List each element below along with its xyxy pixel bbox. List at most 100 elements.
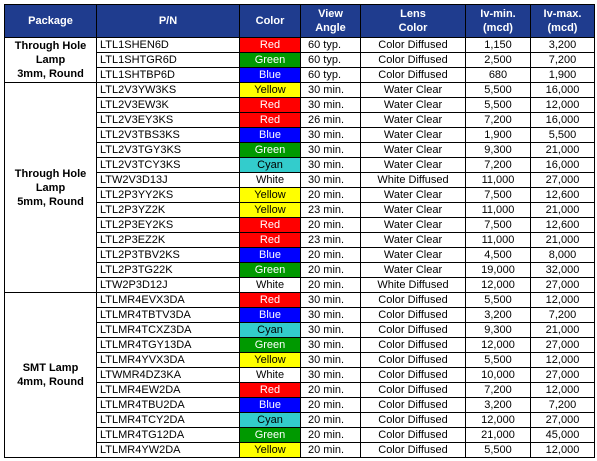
color-cell: Green <box>239 337 301 353</box>
iv-min: 9,300 <box>465 322 531 338</box>
color-cell: Cyan <box>239 322 301 338</box>
iv-min: 5,500 <box>465 97 531 113</box>
iv-max: 1,900 <box>530 67 595 83</box>
iv-min: 7,200 <box>465 112 531 128</box>
view-angle: 23 min. <box>300 232 361 248</box>
iv-max: 16,000 <box>530 82 595 98</box>
color-cell: Red <box>239 112 301 128</box>
lens-color: Water Clear <box>360 232 466 248</box>
table-row: LTL2V3TCY3KS Cyan 30 min. Water Clear 7,200 1… <box>5 157 595 173</box>
table-row: LTL2V3TGY3KS Green 30 min. Water Clear 9,300… <box>5 142 595 158</box>
iv-min: 19,000 <box>465 262 531 278</box>
part-number: LTL2V3TGY3KS <box>96 142 240 158</box>
view-angle: 30 min. <box>300 307 361 323</box>
lens-color: Water Clear <box>360 97 466 113</box>
iv-min: 11,000 <box>465 232 531 248</box>
table-row: LTL1SHTGR6D Green 60 typ. Color Diffused 2,5… <box>5 52 595 68</box>
view-angle: 20 min. <box>300 382 361 398</box>
lens-color: Water Clear <box>360 262 466 278</box>
part-number: LTW2V3D13J <box>96 172 240 188</box>
header-cell: Color <box>239 4 301 38</box>
header-cell: Package <box>4 4 97 38</box>
part-number: LTLMR4YW2DA <box>96 442 240 458</box>
lens-color: White Diffused <box>360 172 466 188</box>
lens-color: Water Clear <box>360 217 466 233</box>
view-angle: 20 min. <box>300 217 361 233</box>
view-angle: 23 min. <box>300 202 361 218</box>
text-line: Through Hole <box>14 167 87 180</box>
part-number: LTLMR4YVX3DA <box>96 352 240 368</box>
table-row: LTLMR4TGY13DA Green 30 min. Color Diffused 1… <box>5 337 595 353</box>
color-cell: Red <box>239 382 301 398</box>
iv-max: 7,200 <box>530 397 595 413</box>
part-number: LTLMR4TBU2DA <box>96 397 240 413</box>
color-cell: Blue <box>239 67 301 83</box>
iv-max: 12,000 <box>530 382 595 398</box>
lens-color: Color Diffused <box>360 412 466 428</box>
color-cell: Yellow <box>239 187 301 203</box>
iv-max: 12,600 <box>530 187 595 203</box>
view-angle: 20 min. <box>300 187 361 203</box>
view-angle: 20 min. <box>300 427 361 443</box>
lens-color: Water Clear <box>360 187 466 203</box>
table-header: Package P/N Color View Angle Lens Color Iv-min.… <box>4 4 595 38</box>
lens-color: Water Clear <box>360 127 466 143</box>
view-angle: 20 min. <box>300 397 361 413</box>
color-cell: White <box>239 277 301 293</box>
iv-min: 9,300 <box>465 142 531 158</box>
color-cell: Blue <box>239 397 301 413</box>
header-cell: View Angle <box>300 4 361 38</box>
iv-min: 12,000 <box>465 277 531 293</box>
table-row: LTLMR4TBTV3DA Blue 30 min. Color Diffused 3,… <box>5 307 595 323</box>
lens-color: Color Diffused <box>360 337 466 353</box>
text-line: (mcd) <box>483 22 513 34</box>
part-number: LTL2V3TCY3KS <box>96 157 240 173</box>
table-row: LTL2P3TG22K Green 20 min. Water Clear 19,000… <box>5 262 595 278</box>
color-cell: Cyan <box>239 157 301 173</box>
table-row: Through Hole Lamp 5mm, Round LTL2V3YW3KS Yel… <box>4 82 595 293</box>
header-cell: Iv-max. (mcd) <box>530 4 595 38</box>
table-row: LTLMR4TG12DA Green 20 min. Color Diffused 21… <box>5 427 595 443</box>
iv-min: 5,500 <box>465 82 531 98</box>
part-number: LTL2P3TBV2KS <box>96 247 240 263</box>
iv-max: 45,000 <box>530 427 595 443</box>
part-number: LTL1SHTGR6D <box>96 52 240 68</box>
table-row: LTL2P3YZ2K Yellow 23 min. Water Clear 11,000… <box>5 202 595 218</box>
view-angle: 30 min. <box>300 82 361 98</box>
view-angle: 20 min. <box>300 412 361 428</box>
lens-color: Color Diffused <box>360 427 466 443</box>
iv-min: 680 <box>465 67 531 83</box>
color-cell: Red <box>239 217 301 233</box>
view-angle: 60 typ. <box>300 37 361 53</box>
iv-max: 12,000 <box>530 352 595 368</box>
text-line: Angle <box>315 22 346 34</box>
lens-color: Water Clear <box>360 112 466 128</box>
text-line: Through Hole <box>14 40 87 52</box>
iv-min: 5,500 <box>465 292 531 308</box>
iv-min: 1,900 <box>465 127 531 143</box>
part-number: LTLMR4TCY2DA <box>96 412 240 428</box>
lens-color: White Diffused <box>360 277 466 293</box>
lens-color: Color Diffused <box>360 352 466 368</box>
header-cell: Iv-min. (mcd) <box>465 4 531 38</box>
lens-color: Color Diffused <box>360 442 466 458</box>
iv-max: 16,000 <box>530 112 595 128</box>
view-angle: 30 min. <box>300 337 361 353</box>
text-line: Lamp <box>35 54 66 66</box>
view-angle: 60 typ. <box>300 52 361 68</box>
iv-max: 27,000 <box>530 277 595 293</box>
package-cell: SMT Lamp 4mm, Round <box>4 292 97 458</box>
iv-min: 3,200 <box>465 307 531 323</box>
iv-max: 7,200 <box>530 52 595 68</box>
lens-color: Color Diffused <box>360 367 466 383</box>
iv-min: 7,500 <box>465 217 531 233</box>
iv-max: 27,000 <box>530 172 595 188</box>
header-row: Package P/N Color View Angle Lens Color Iv-min.… <box>4 4 595 38</box>
iv-max: 27,000 <box>530 337 595 353</box>
lens-color: Water Clear <box>360 157 466 173</box>
text-line: 4mm, Round <box>17 376 84 388</box>
part-number: LTL2V3YW3KS <box>96 82 240 98</box>
iv-min: 5,500 <box>465 442 531 458</box>
iv-max: 12,000 <box>530 292 595 308</box>
part-number: LTL2V3EW3K <box>96 97 240 113</box>
